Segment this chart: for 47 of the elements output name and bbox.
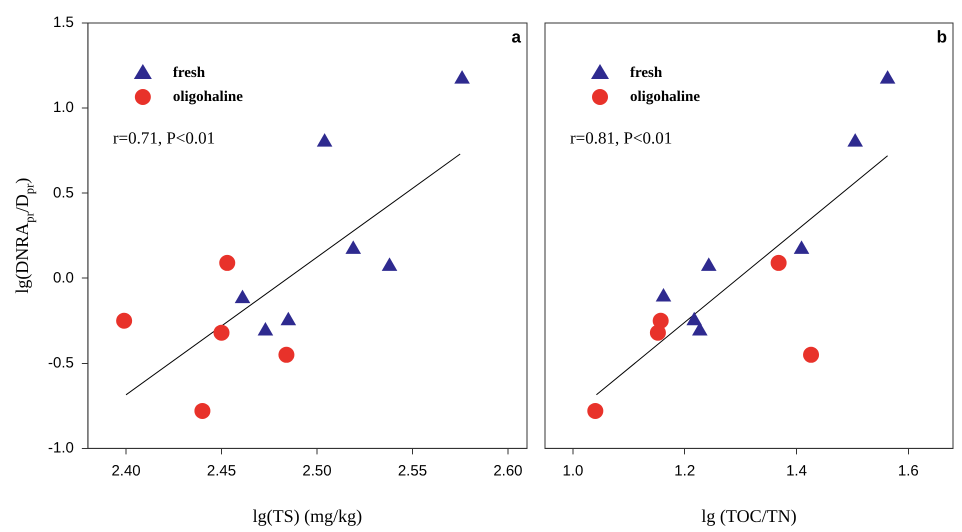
x-tick-label: 2.45 [206,462,236,480]
y-tick-label: 0.5 [52,184,74,202]
point [587,402,604,419]
x-axis-title: lg(TS) (mg/kg) [252,506,362,526]
x-tick-label: 1.4 [786,462,807,480]
point [847,133,863,147]
x-tick-label: 1.6 [898,462,919,480]
annotation: a [512,28,522,47]
annotation: r=0.81, P<0.01 [570,128,672,148]
point [454,70,470,84]
point [194,402,210,419]
point [770,254,787,271]
x-axis-title: lg (TOC/TN) [701,506,797,526]
legend-label: oligohaline [630,88,700,105]
x-tick-label: 1.2 [674,462,696,480]
annotation: b [936,28,947,47]
point [880,70,896,84]
y-tick-label: 0.0 [52,269,74,286]
legend-label: fresh [172,64,206,81]
point [278,346,294,363]
y-tick-label: 1.5 [52,14,74,32]
point [686,312,702,326]
legend-label: fresh [630,64,663,81]
point [650,324,666,341]
legend-label: oligohaline [172,88,244,105]
y-tick-label: 1.0 [52,99,74,116]
y-axis-title: lg(DNRApr/Dpr) [12,178,36,294]
point [700,257,717,271]
x-tick-label: 1.0 [562,462,584,480]
y-tick-label: -0.5 [48,354,74,372]
point [803,346,820,363]
point [234,290,250,304]
point [316,133,332,147]
x-tick-label: 2.60 [493,462,523,480]
point [219,254,236,271]
point [214,324,230,341]
x-tick-label: 2.50 [302,462,332,480]
point [280,312,296,326]
point [656,288,672,302]
point [116,312,132,329]
annotation: r=0.71, P<0.01 [112,128,216,148]
point [382,257,398,271]
point [345,240,362,254]
x-tick-label: 2.40 [111,462,141,480]
x-tick-label: 2.55 [398,462,428,480]
y-tick-label: -1.0 [48,440,74,457]
point [794,240,810,254]
